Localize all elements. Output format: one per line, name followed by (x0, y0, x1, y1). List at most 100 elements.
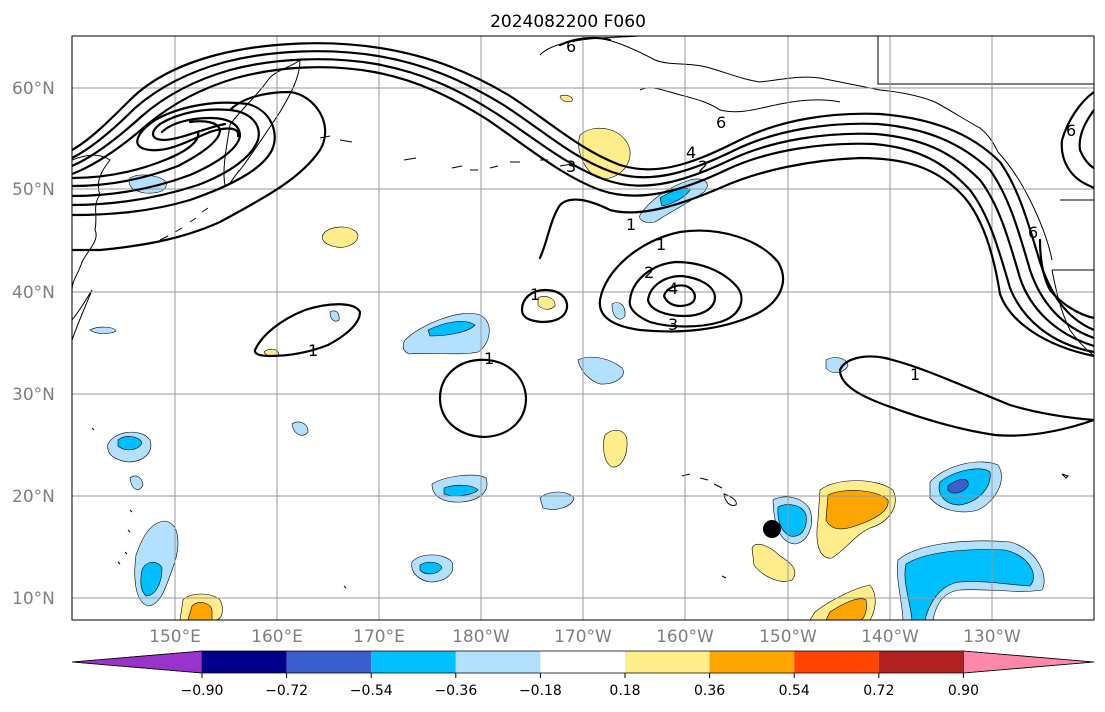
colorbar-segment (963, 650, 1095, 674)
negative-anomaly (825, 357, 849, 373)
contour-line (538, 156, 1094, 358)
contour-line (72, 116, 242, 198)
coastline-hawaii (681, 473, 737, 506)
contour-line (72, 108, 260, 207)
coastline-islands (91, 427, 1069, 589)
colorbar-tick-label: −0.54 (350, 683, 393, 699)
colorbar-tick-label: 0.90 (948, 683, 979, 699)
contour-line (558, 36, 612, 47)
colorbar: −0.90 −0.72 −0.54 −0.36 −0.18 0.18 0.36 … (71, 650, 1095, 699)
lon-label: 150°E (149, 627, 201, 647)
lon-label: 160°E (251, 627, 303, 647)
colorbar-ticks (201, 673, 964, 678)
contour-line (662, 284, 696, 307)
positive-anomaly (751, 544, 796, 582)
contour-line (1078, 108, 1094, 170)
negative-anomaly (129, 475, 144, 490)
contour-label: 1 (530, 285, 540, 304)
negative-anomaly (777, 504, 807, 537)
contour-label: 1 (656, 235, 666, 254)
contour-label: 4 (668, 279, 678, 298)
colorbar-tick-label: −0.36 (434, 683, 477, 699)
contour-label: 2 (644, 263, 654, 282)
contour-line (1060, 90, 1094, 190)
lon-label: 160°W (656, 627, 714, 647)
negative-anomaly (89, 326, 117, 334)
lat-label: 60°N (12, 79, 55, 99)
contour-line (72, 58, 1094, 348)
positive-anomaly (603, 430, 628, 468)
negative-anomaly (427, 321, 476, 337)
coastline-british-columbia (877, 36, 1094, 271)
contour-label: 1 (484, 349, 494, 368)
contour-line (72, 42, 1094, 332)
colorbar-tick-label: −0.18 (519, 683, 562, 699)
colorbar-tick-label: 0.18 (609, 683, 640, 699)
contour-line (520, 288, 569, 324)
contour-label: 6 (1028, 223, 1038, 242)
colorbar-tick-label: −0.72 (265, 683, 308, 699)
map-frame (71, 35, 1095, 621)
longitude-labels: 150°E 160°E 170°E 180°W 170°W 160°W 150°… (149, 627, 1021, 647)
storm-center-marker (763, 520, 781, 538)
lon-label: 180°W (452, 627, 510, 647)
colorbar-segment (625, 651, 710, 673)
contour-line (72, 130, 200, 180)
contour-line (72, 50, 1094, 340)
graticule (72, 36, 1094, 620)
colorbar-tick-label: 0.36 (694, 683, 725, 699)
lat-label: 50°N (12, 180, 55, 200)
colorbar-tick-label: 0.72 (863, 683, 894, 699)
contour-line (72, 66, 1094, 354)
colorbar-segment (202, 651, 287, 673)
contour-line (1038, 238, 1094, 320)
contour-label: 2 (698, 157, 708, 176)
negative-anomaly (419, 561, 443, 575)
figure-title: 2024082200 F060 (490, 12, 646, 32)
contour-label: 1 (626, 215, 636, 234)
negative-anomaly (329, 310, 340, 322)
negative-anomaly (611, 302, 626, 320)
contour-line (72, 120, 222, 188)
negative-anomaly (577, 356, 624, 385)
colorbar-segment (709, 651, 795, 673)
colorbar-segment (540, 651, 625, 673)
lon-label: 140°W (861, 627, 919, 647)
colorbar-segment (371, 651, 456, 673)
lon-label: 150°W (759, 627, 817, 647)
height-contours (72, 36, 1094, 439)
lat-label: 20°N (12, 487, 55, 507)
contour-label: 3 (668, 315, 678, 334)
negative-anomaly (539, 491, 575, 510)
colorbar-segment (71, 650, 203, 674)
latitude-labels: 60°N 50°N 40°N 30°N 20°N 10°N (12, 79, 55, 609)
lat-label: 40°N (12, 283, 55, 303)
contour-label: 6 (716, 113, 726, 132)
lat-label: 30°N (12, 385, 55, 405)
positive-anomaly (537, 296, 556, 310)
colorbar-segment (878, 651, 964, 673)
contour-line (628, 260, 743, 328)
negative-anomaly (947, 478, 969, 494)
map-panel: 1 1 1 1 1 1 2 2 3 3 4 4 6 6 6 6 (72, 36, 1094, 620)
contour-line (72, 101, 276, 217)
colorbar-segment (794, 651, 879, 673)
coastline-kuril (159, 207, 209, 241)
contour-line (72, 90, 327, 252)
lon-label: 170°W (554, 627, 612, 647)
contour-line (646, 274, 717, 318)
negative-anomaly (140, 561, 163, 597)
lon-label: 130°W (963, 627, 1021, 647)
contour-label: 4 (686, 143, 696, 162)
contour-label: 6 (1066, 121, 1076, 140)
colorbar-tick-label: −0.90 (181, 683, 224, 699)
contour-label: 1 (308, 341, 318, 360)
contour-line (438, 358, 528, 439)
negative-anomaly (443, 484, 479, 496)
lon-label: 170°E (353, 627, 405, 647)
colorbar-segment (455, 651, 541, 673)
contour-label: 1 (910, 365, 920, 384)
coastlines (72, 36, 1094, 589)
anomaly-shading (89, 94, 1045, 620)
